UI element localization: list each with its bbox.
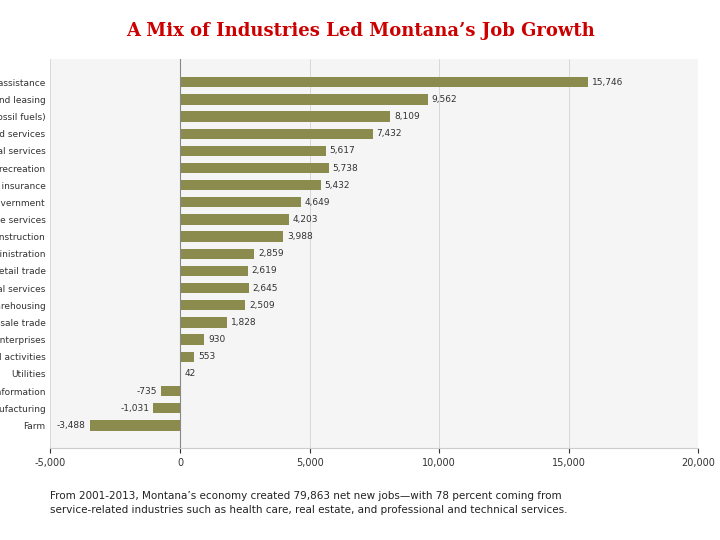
Bar: [153, 403, 180, 413]
Bar: [180, 77, 588, 87]
Text: 4,649: 4,649: [305, 198, 330, 207]
Text: 5,617: 5,617: [330, 146, 355, 156]
Bar: [180, 369, 181, 379]
Bar: [180, 232, 284, 242]
Text: 5,738: 5,738: [333, 164, 359, 172]
Text: 3,988: 3,988: [287, 232, 313, 241]
Text: 42: 42: [185, 369, 197, 379]
Text: -3,488: -3,488: [57, 421, 86, 430]
Text: 553: 553: [198, 352, 215, 361]
Bar: [180, 248, 254, 259]
Bar: [180, 163, 329, 173]
Bar: [180, 318, 228, 328]
Text: 2,645: 2,645: [253, 284, 278, 293]
Bar: [161, 386, 180, 396]
Bar: [180, 352, 194, 362]
Bar: [180, 180, 321, 190]
Text: 7,432: 7,432: [377, 129, 402, 138]
Text: 2,509: 2,509: [249, 301, 274, 310]
Text: -1,031: -1,031: [120, 404, 149, 413]
Bar: [180, 197, 300, 207]
Text: 2,859: 2,859: [258, 249, 284, 258]
Bar: [180, 334, 204, 345]
Text: 2,619: 2,619: [252, 266, 277, 275]
Bar: [180, 214, 289, 225]
Text: 1,828: 1,828: [231, 318, 257, 327]
Text: A Mix of Industries Led Montana’s Job Growth: A Mix of Industries Led Montana’s Job Gr…: [125, 22, 595, 39]
Bar: [180, 111, 390, 122]
Text: 4,203: 4,203: [293, 215, 318, 224]
Text: 8,109: 8,109: [394, 112, 420, 121]
Text: 5,432: 5,432: [325, 181, 350, 190]
Text: 930: 930: [208, 335, 225, 344]
Bar: [89, 420, 180, 430]
Text: 9,562: 9,562: [432, 95, 457, 104]
Text: CHANGE IN EMPLOYMENT BY INDUSTRY, MONTANA, 2001-2013: CHANGE IN EMPLOYMENT BY INDUSTRY, MONTAN…: [57, 42, 398, 52]
Bar: [180, 283, 248, 293]
Text: 15,746: 15,746: [592, 78, 624, 87]
Bar: [180, 146, 325, 156]
Bar: [180, 266, 248, 276]
Bar: [180, 129, 373, 139]
Bar: [180, 300, 245, 310]
Bar: [180, 94, 428, 105]
Text: -735: -735: [137, 387, 157, 396]
Text: From 2001-2013, Montana’s economy created 79,863 net new jobs—with 78 percent co: From 2001-2013, Montana’s economy create…: [50, 491, 568, 515]
